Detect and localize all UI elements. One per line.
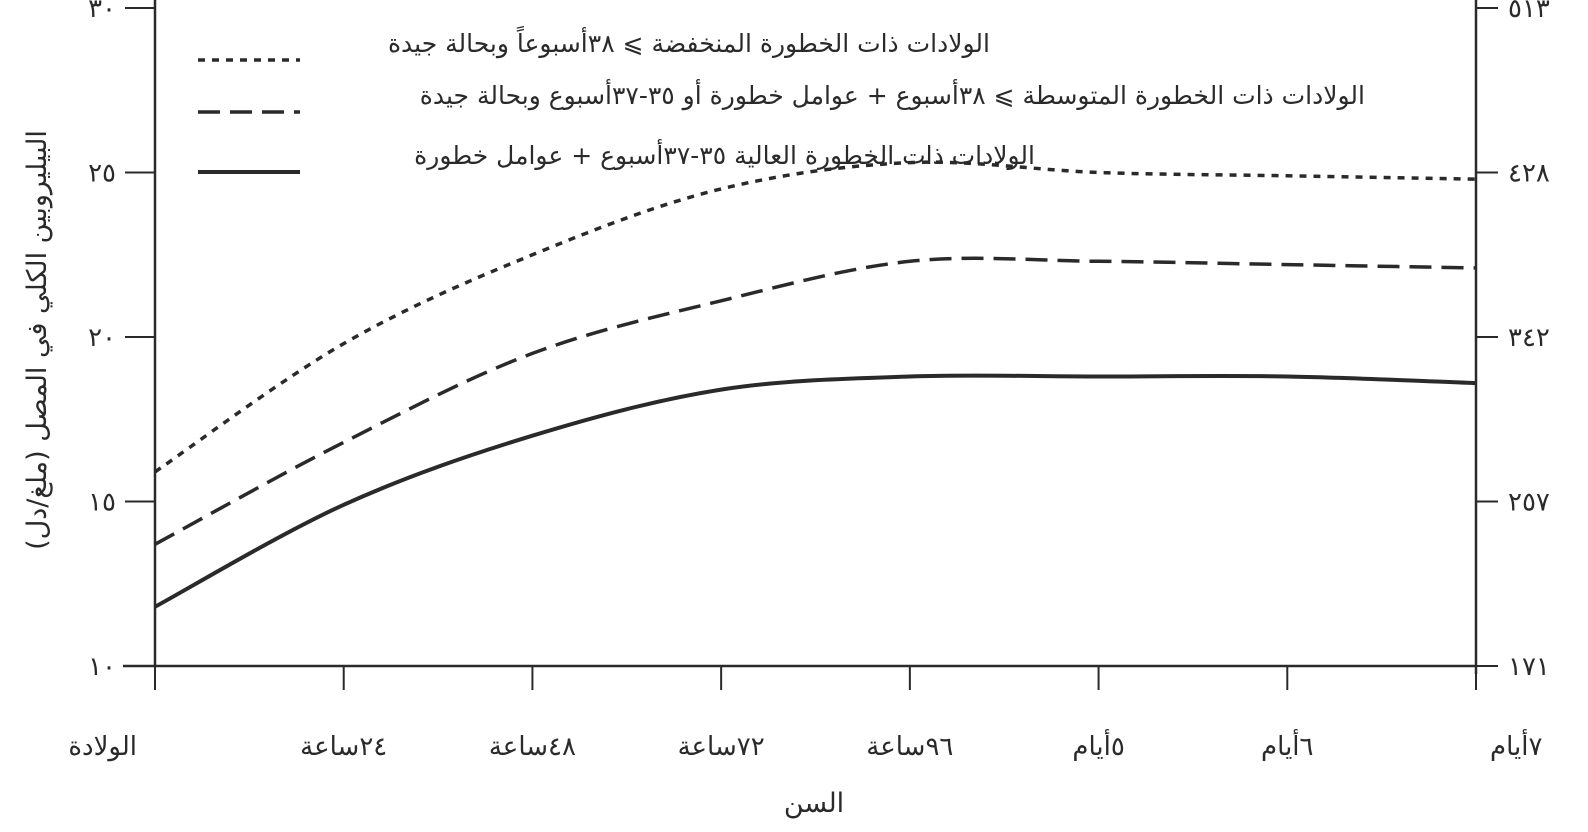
series-line-dashed — [154, 256, 1477, 546]
legend-label: الولادات ذات الخطورة العالية ٣٥-٣٧أسبوع … — [414, 138, 1035, 170]
legend: الولادات ذات الخطورة المنخفضة ⩾ ٣٨أسبوعا… — [198, 26, 1365, 174]
y-tick-label: ١٠ — [88, 652, 116, 682]
axes: ١٠ ١٥ ٢٠ ٢٥ ٣٠ ١٧١ ٢٥٧ ٣٤٢ ٤٢٨ ٥١٣ الولادة ٢٤ساعة ٤٨… — [68, 0, 1550, 762]
y-tick-label: ١٥ — [88, 488, 116, 518]
y-tick-label: ٢٥ — [88, 159, 116, 189]
x-tick-label: ٩٦ساعة — [866, 732, 953, 762]
x-tick-label: ٦أيام — [1261, 728, 1313, 762]
series-lines — [154, 160, 1477, 609]
legend-label: الولادات ذات الخطورة المتوسطة ⩾ ٣٨أسبوع … — [420, 78, 1365, 111]
x-tick-label: ٧٢ساعة — [678, 732, 765, 762]
y-axis-title: البيليروبين الكلي في المصل (ملغ/دل) — [22, 130, 53, 550]
x-tick-label: ٢٤ساعة — [300, 732, 387, 762]
x-tick-label: ٧أيام — [1490, 728, 1542, 762]
y2-tick-label: ٥١٣ — [1508, 0, 1550, 24]
series-line-solid — [154, 373, 1477, 609]
y2-tick-label: ٣٤٢ — [1508, 323, 1550, 353]
legend-label: الولادات ذات الخطورة المنخفضة ⩾ ٣٨أسبوعا… — [388, 26, 990, 59]
y2-tick-label: ٤٢٨ — [1508, 159, 1550, 189]
x-axis-title: السن — [784, 788, 844, 819]
y2-tick-label: ١٧١ — [1508, 652, 1550, 682]
y2-tick-label: ٢٥٧ — [1508, 488, 1550, 518]
x-tick-label: ٥أيام — [1072, 728, 1124, 762]
series-line-dotted — [154, 160, 1477, 474]
x-tick-label: ٤٨ساعة — [489, 732, 576, 762]
x-tick-label: الولادة — [68, 732, 137, 762]
y-tick-label: ٣٠ — [88, 0, 116, 24]
y-tick-label: ٢٠ — [88, 323, 116, 353]
